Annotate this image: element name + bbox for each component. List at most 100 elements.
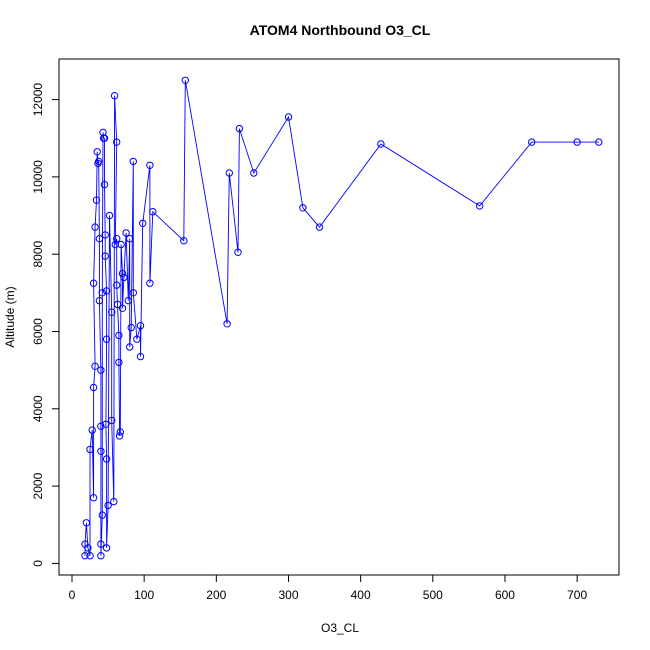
data-point <box>108 416 116 425</box>
y-tick-label: 8000 <box>31 241 45 268</box>
y-axis-label: Altitude (m) <box>3 286 17 347</box>
x-tick-label: 200 <box>206 588 226 602</box>
data-point <box>223 320 231 328</box>
data-point <box>84 544 92 552</box>
data-point <box>104 501 112 510</box>
data-point <box>118 269 127 278</box>
data-point <box>113 235 121 243</box>
data-point <box>136 322 145 330</box>
data-point <box>102 420 110 428</box>
x-tick-label: 400 <box>351 588 371 602</box>
y-axis: 0 2000 4000 6000 8000 10000 12000 <box>31 83 60 567</box>
y-tick-label: 6000 <box>31 318 45 345</box>
data-point <box>98 511 107 519</box>
data-point <box>115 358 123 367</box>
data-point <box>235 124 244 133</box>
data-point <box>117 240 125 249</box>
plot-area <box>81 76 603 560</box>
data-point <box>250 169 258 177</box>
data-point <box>124 296 133 305</box>
y-tick-label: 0 <box>31 560 45 567</box>
data-point <box>133 335 141 343</box>
x-axis-label: O3_CL <box>321 621 359 635</box>
data-point <box>98 289 107 297</box>
data-point <box>139 219 147 228</box>
data-point <box>113 300 122 309</box>
x-tick-label: 600 <box>495 588 515 602</box>
data-point <box>476 202 484 210</box>
data-point <box>81 552 89 560</box>
data-point <box>91 362 99 370</box>
data-point <box>95 235 104 243</box>
y-tick-label: 2000 <box>31 472 45 499</box>
data-point <box>127 323 135 332</box>
data-point <box>113 138 121 146</box>
data-point <box>97 540 105 548</box>
data-point <box>102 335 111 343</box>
data-point <box>528 138 536 146</box>
data-point <box>113 281 121 289</box>
data-point <box>146 279 154 287</box>
series-line <box>84 80 599 556</box>
x-axis: 0 100 200 300 400 500 600 700 <box>69 574 587 602</box>
data-point <box>108 308 116 316</box>
data-point <box>102 544 111 552</box>
data-point <box>377 140 385 148</box>
data-point <box>116 428 125 436</box>
data-point <box>100 180 109 189</box>
data-point <box>126 235 134 243</box>
data-point <box>97 447 105 455</box>
data-point <box>146 161 154 170</box>
data-point <box>129 289 138 297</box>
data-point <box>92 196 101 204</box>
y-tick-label: 10000 <box>31 160 45 194</box>
data-point <box>93 148 101 156</box>
data-point <box>126 343 134 351</box>
data-point <box>122 229 130 237</box>
data-point <box>136 352 145 361</box>
data-point <box>234 248 242 257</box>
data-point <box>595 138 603 146</box>
data-point <box>86 552 94 560</box>
data-point <box>97 422 105 430</box>
x-tick-label: 500 <box>423 588 443 602</box>
data-point <box>95 296 104 305</box>
data-point <box>284 113 293 121</box>
data-point <box>100 134 109 142</box>
data-point <box>110 92 119 100</box>
data-point <box>97 366 105 374</box>
data-point <box>102 455 111 463</box>
x-tick-label: 0 <box>69 588 76 602</box>
x-tick-label: 700 <box>567 588 587 602</box>
data-point <box>89 279 98 287</box>
data-point <box>115 331 123 340</box>
data-point <box>86 445 94 454</box>
data-point <box>101 231 109 239</box>
data-point <box>129 157 138 166</box>
data-point <box>88 426 96 434</box>
data-point <box>89 383 98 392</box>
data-point <box>181 76 190 85</box>
data-point <box>102 287 111 295</box>
data-point <box>118 304 127 312</box>
data-point <box>225 169 234 177</box>
data-point <box>115 432 124 440</box>
data-point <box>91 223 99 231</box>
data-point <box>180 237 188 245</box>
plot-frame <box>58 58 620 576</box>
data-point <box>299 204 307 212</box>
data-point <box>105 211 114 220</box>
data-point <box>95 157 103 166</box>
data-point <box>315 223 324 231</box>
chart-title: ATOM4 Northbound O3_CL <box>250 22 431 38</box>
data-point <box>110 497 118 506</box>
data-point <box>97 552 105 560</box>
x-tick-label: 100 <box>134 588 154 602</box>
y-tick-label: 12000 <box>31 83 45 117</box>
data-point <box>573 138 581 146</box>
data-point <box>101 252 109 260</box>
data-point <box>149 208 157 216</box>
y-tick-label: 4000 <box>31 395 45 422</box>
x-tick-label: 300 <box>278 588 298 602</box>
